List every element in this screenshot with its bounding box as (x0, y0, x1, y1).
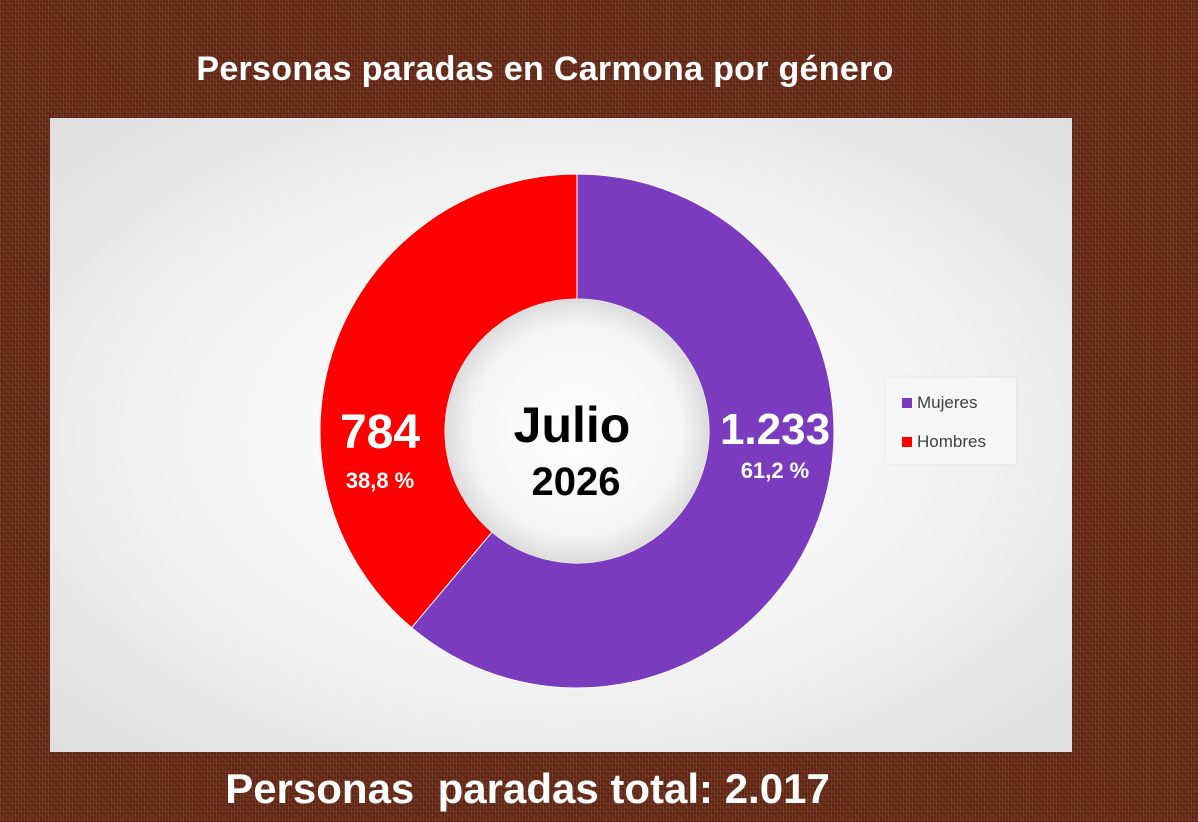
legend-swatch-mujeres (902, 398, 912, 408)
total-footer: Personas paradas total: 2.017 (225, 765, 830, 812)
legend-label-mujeres: Mujeres (917, 393, 978, 412)
chart-panel: Julio 2026 784 38,8 % 1.233 61,2 % Mujer… (50, 118, 1072, 752)
donut-hole (445, 299, 709, 563)
legend-item-hombres: Hombres (902, 432, 986, 452)
mujeres-value-label: 1.233 (719, 405, 831, 454)
donut-chart (319, 173, 835, 689)
legend-label-hombres: Hombres (917, 432, 986, 451)
legend-item-mujeres: Mujeres (902, 393, 977, 413)
hombres-value-label: 784 (339, 406, 421, 459)
legend-swatch-hombres (902, 437, 912, 447)
mujeres-percent-label: 61,2 % (740, 458, 810, 483)
legend: Mujeres Hombres (886, 378, 1016, 464)
center-month-label: Julio (513, 397, 631, 453)
hombres-percent-label: 38,8 % (345, 468, 415, 493)
center-year-label: 2026 (531, 460, 621, 504)
chart-title: Personas paradas en Carmona por género (196, 50, 894, 88)
